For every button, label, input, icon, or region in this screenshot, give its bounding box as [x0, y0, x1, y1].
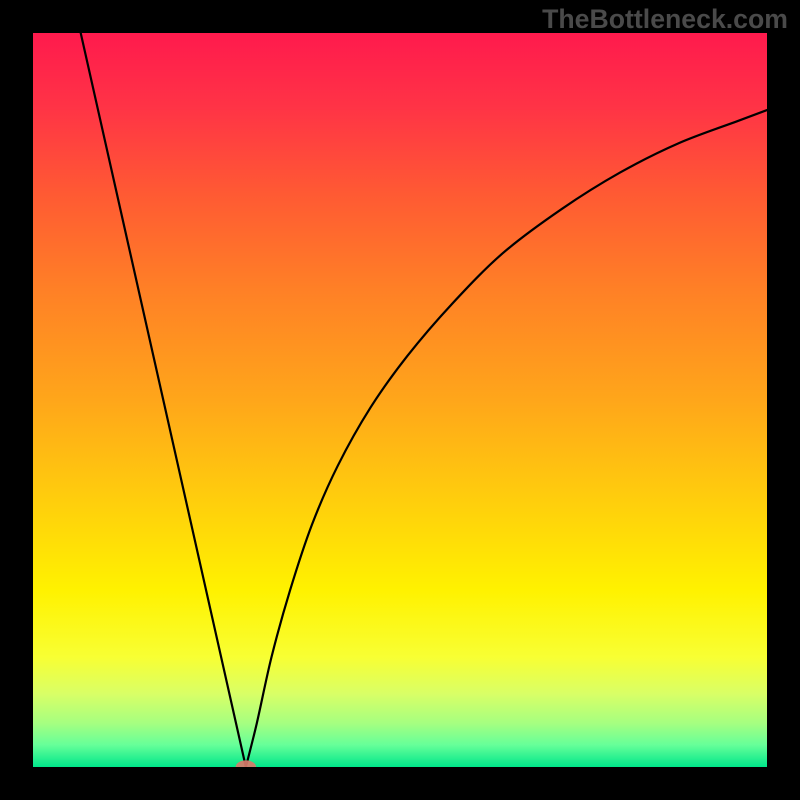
chart-frame: TheBottleneck.com: [0, 0, 800, 800]
chart-background: [33, 33, 767, 767]
watermark-text: TheBottleneck.com: [542, 4, 788, 35]
plot-area: [33, 33, 767, 767]
bottleneck-curve-chart: [33, 33, 767, 767]
